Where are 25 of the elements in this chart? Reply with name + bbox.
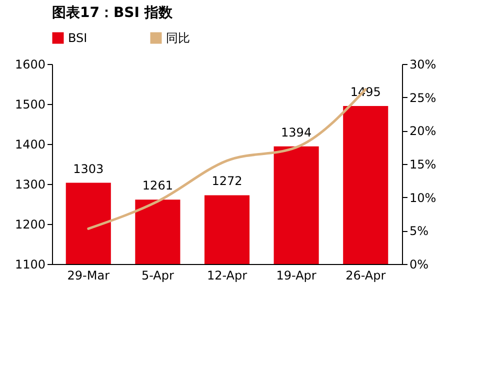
chart-title: 图表17：BSI 指数: [52, 5, 174, 21]
y-tick-label: 1300: [14, 178, 46, 192]
y2-tick-label: 10%: [410, 190, 436, 205]
y2-tick-label: 30%: [410, 58, 436, 72]
x-tick-label: 19-Apr: [276, 268, 316, 282]
y-tick-label: 1100: [14, 258, 46, 272]
data-label: 1261: [142, 178, 173, 193]
x-tick-label: 12-Apr: [206, 268, 248, 282]
y2-tick-label: 20%: [410, 124, 436, 138]
data-label: 1394: [281, 125, 312, 140]
y2-tick-label: 5%: [410, 224, 429, 238]
legend-label: 同比: [166, 31, 190, 45]
x-tick-label: 29-Mar: [67, 268, 110, 282]
y2-tick-label: 15%: [410, 158, 436, 172]
y-tick-label: 1200: [14, 218, 46, 232]
y-tick-label: 1600: [14, 58, 46, 72]
y2-tick-label: 25%: [410, 90, 436, 105]
y-tick-label: 1400: [14, 138, 46, 152]
data-label: 1272: [212, 174, 242, 188]
legend-label: BSI: [68, 31, 88, 45]
y-tick-label: 1500: [14, 98, 46, 112]
x-tick-label: 5-Apr: [141, 268, 174, 282]
y2-tick-label: 0%: [410, 258, 429, 272]
x-tick-label: 26-Apr: [346, 268, 386, 282]
data-label: 1303: [73, 162, 104, 176]
